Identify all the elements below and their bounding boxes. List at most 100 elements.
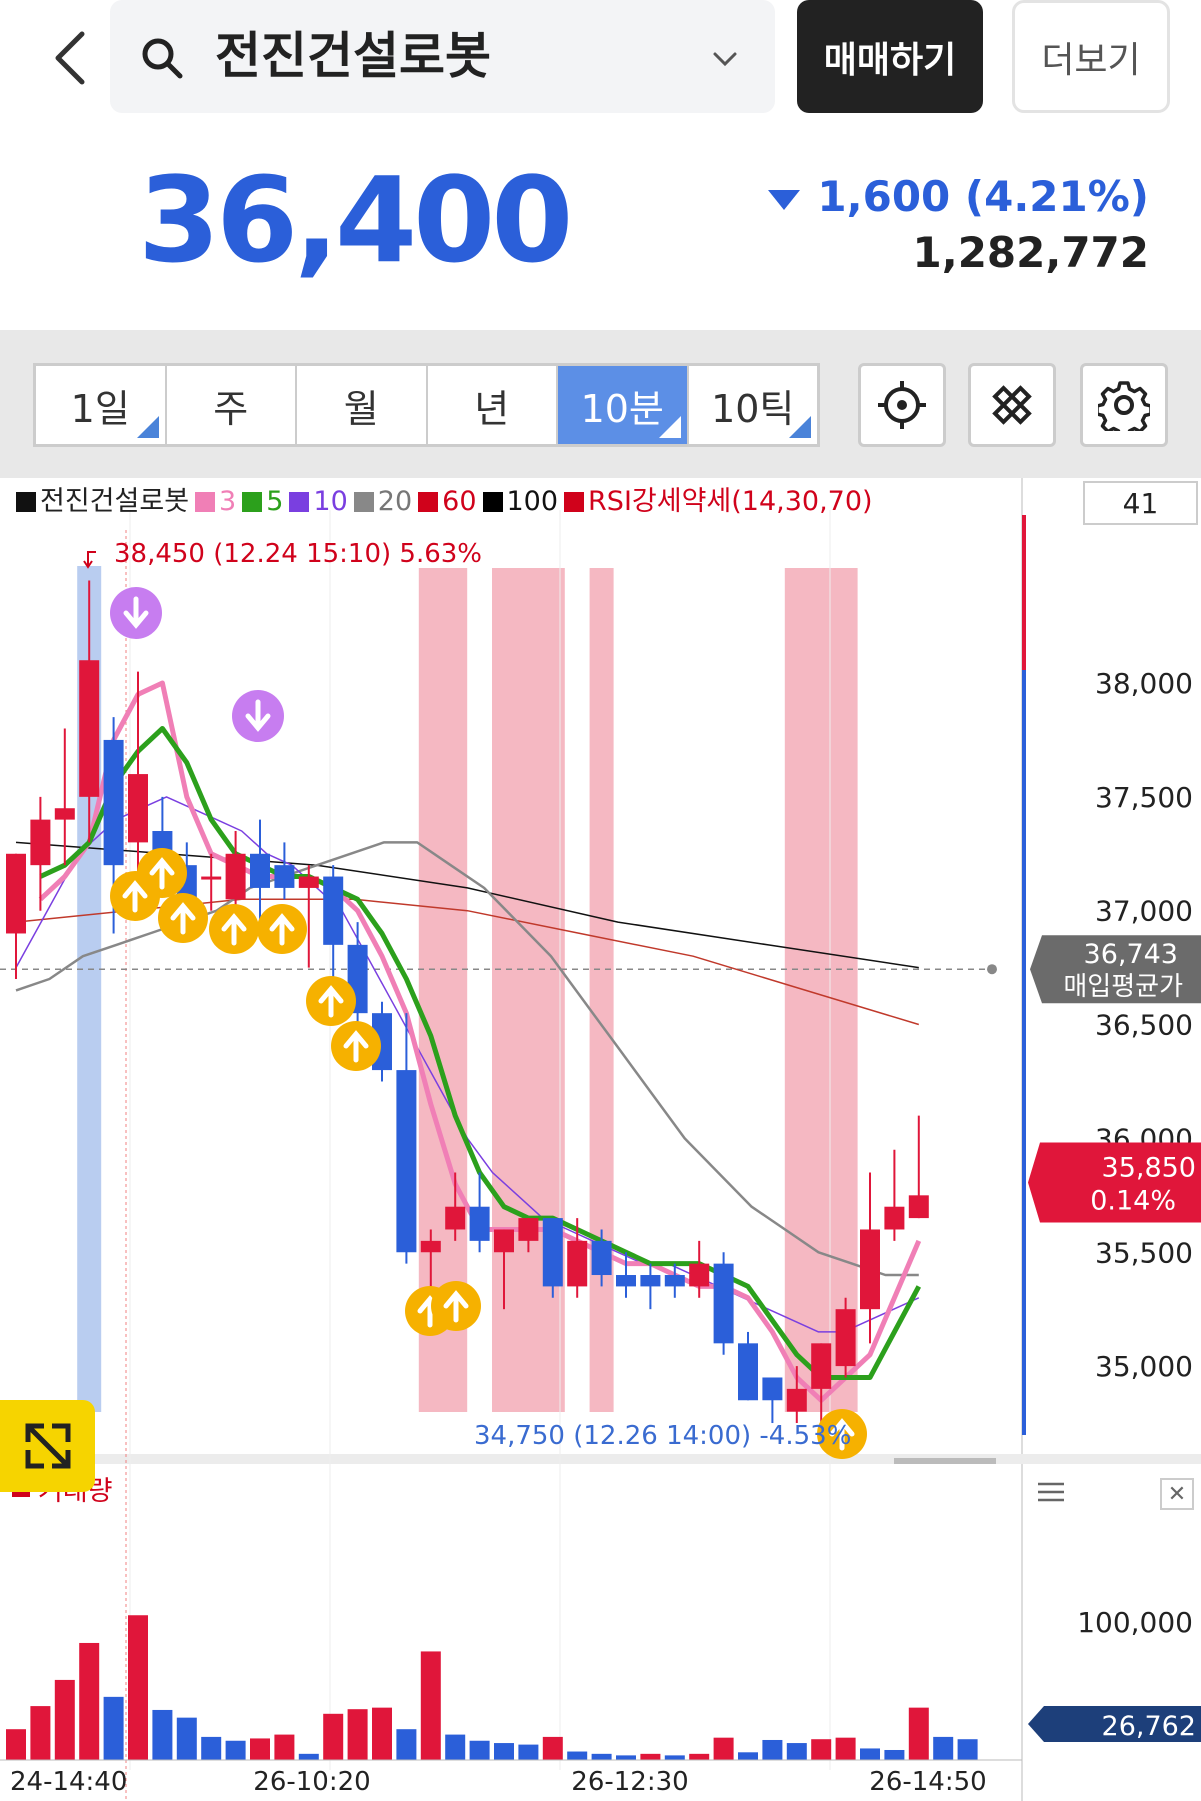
volume-bar — [542, 1736, 563, 1760]
crosshair-button[interactable] — [858, 363, 946, 447]
hamburger-menu-icon[interactable] — [1036, 1480, 1066, 1504]
candle-body — [274, 865, 295, 888]
candle-body — [420, 1240, 441, 1253]
candle-body — [54, 808, 75, 820]
chevron-down-icon[interactable] — [705, 38, 745, 78]
period-tab-1[interactable]: 주 — [167, 366, 297, 444]
y-axis-label: 37,500 — [1095, 781, 1193, 814]
legend-swatch — [16, 492, 36, 512]
avg-price-label: 매입평균가 — [1063, 972, 1183, 1002]
volume-bar — [835, 1737, 856, 1760]
candle-body — [762, 1377, 783, 1401]
chart-legend: 전진건설로봇 3 5 10 20 60 100 RSI강세약세(14,30,70) — [10, 484, 873, 520]
avg-price-tag — [1030, 935, 1201, 1004]
y-axis-label: 37,000 — [1095, 895, 1193, 928]
legend-ma-100: 100 — [506, 486, 559, 517]
volume-bar — [469, 1740, 490, 1760]
buy-arrow — [221, 913, 247, 946]
volume-bar — [762, 1739, 783, 1760]
candle-body — [835, 1309, 856, 1367]
volume-bar — [786, 1743, 807, 1760]
candle-body — [103, 739, 124, 866]
expand-chart-button[interactable] — [0, 1400, 95, 1492]
close-volume-icon[interactable]: ✕ — [1160, 1478, 1194, 1510]
buy-arrow — [343, 1030, 369, 1063]
volume-bar — [372, 1707, 392, 1760]
period-tab-0[interactable]: 1일 — [36, 366, 167, 444]
candle-body — [396, 1070, 417, 1253]
trade-button[interactable]: 매매하기 — [797, 0, 983, 113]
more-button[interactable]: 더보기 — [1012, 0, 1170, 113]
current-price-value: 35,850 — [1102, 1153, 1196, 1184]
candle-body — [811, 1343, 832, 1389]
axis-bar-up — [1022, 515, 1026, 670]
high-annotation: 38,450 (12.24 15:10) 5.63% — [114, 539, 482, 569]
price-change: 1,600 (4.21%) — [817, 172, 1149, 221]
volume-bar — [494, 1743, 514, 1760]
low-annotation: 34,750 (12.26 14:00) -4.53% — [474, 1421, 851, 1451]
header: 전진건설로봇 매매하기 더보기 — [0, 0, 1201, 125]
period-tab-5[interactable]: 10틱 — [689, 366, 818, 444]
volume-bar — [128, 1615, 148, 1760]
candle-body — [542, 1218, 563, 1287]
volume-bar — [811, 1739, 832, 1760]
x-axis-label: 26-12:30 — [571, 1767, 688, 1797]
candle-body — [738, 1343, 758, 1401]
buy-arrow — [122, 880, 148, 913]
pane-separator — [0, 1454, 1201, 1464]
candle-body — [860, 1229, 880, 1310]
legend-swatch — [564, 492, 585, 512]
candle-body — [908, 1195, 929, 1219]
y-axis-panel — [1022, 478, 1201, 1801]
drawing-tools-icon — [992, 385, 1032, 425]
back-chevron-left-icon[interactable] — [40, 20, 100, 96]
volume-bar — [250, 1738, 270, 1760]
legend-ma-10: 10 — [313, 486, 348, 517]
search-box[interactable] — [110, 0, 775, 113]
trade-volume: 1,282,772 — [912, 228, 1149, 277]
period-tabs: 1일 주 월 년 10분 10틱 — [33, 363, 820, 447]
settings-button[interactable] — [1080, 363, 1168, 447]
stock-name[interactable]: 전진건설로봇 — [215, 27, 491, 85]
candle-body — [518, 1218, 539, 1241]
candle-body — [713, 1263, 734, 1344]
buy-arrow — [443, 1290, 469, 1323]
legend-swatch — [482, 492, 503, 512]
volume-bar — [713, 1737, 734, 1760]
volume-bar — [225, 1740, 246, 1760]
candle-body — [567, 1240, 588, 1287]
legend-swatch — [353, 492, 374, 512]
volume-bar — [616, 1755, 636, 1760]
rsi-zone — [784, 568, 858, 1412]
volume-current-value: 26,762 — [1102, 1711, 1196, 1742]
x-axis-label: 26-10:20 — [253, 1767, 370, 1797]
x-axis-label: 24-14:40 — [10, 1767, 127, 1797]
volume-bar — [664, 1755, 685, 1760]
candle-body — [323, 876, 344, 945]
drawing-tools-button[interactable] — [968, 363, 1056, 447]
axis-bar-down — [1022, 670, 1026, 1435]
volume-bar — [298, 1753, 319, 1760]
volume-current-tag — [1028, 1706, 1201, 1742]
period-tab-4[interactable]: 10분 — [558, 366, 689, 444]
submenu-corner-icon — [658, 416, 681, 438]
candle-body — [298, 876, 319, 888]
candle-body — [664, 1275, 685, 1287]
period-tab-3[interactable]: 년 — [428, 366, 558, 444]
volume-bar — [957, 1739, 978, 1760]
period-tab-label: 1일 — [70, 386, 130, 431]
current-price: 36,400 — [138, 151, 573, 289]
y-axis-label: 36,500 — [1095, 1009, 1193, 1042]
price-chart[interactable]: 38,450 (12.24 15:10) 5.63% 34,750 (12.26 … — [0, 478, 1201, 1801]
candle-body — [30, 819, 51, 866]
search-icon[interactable] — [140, 36, 184, 80]
period-tab-label: 주 — [213, 386, 249, 431]
period-tab-2[interactable]: 월 — [297, 366, 428, 444]
buy-arrow — [170, 902, 196, 935]
sell-arrow — [123, 596, 149, 629]
period-tab-label: 년 — [474, 386, 510, 431]
volume-bar — [201, 1736, 222, 1760]
buy-arrow — [269, 913, 295, 946]
volume-bar — [30, 1706, 51, 1760]
candle-body — [469, 1206, 490, 1241]
